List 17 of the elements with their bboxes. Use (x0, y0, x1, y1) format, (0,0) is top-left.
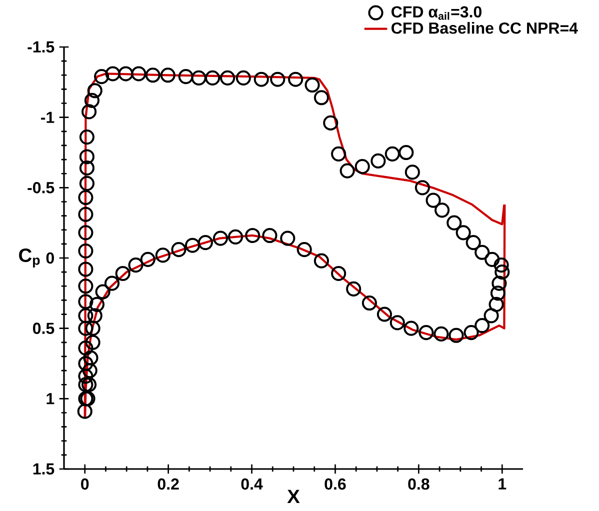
legend-label: CFD α$_{ail}$=3.0 (392, 6, 482, 20)
y-tick-label: -0.5 (28, 182, 54, 194)
x-axis-title: X (287, 490, 300, 504)
legend-label: CFD Baseline CC NPR=4 (392, 22, 578, 34)
x-tick-label: 0.8 (408, 478, 430, 490)
x-tick-label: 0.4 (241, 478, 263, 490)
x-tick-label: 0 (81, 478, 89, 490)
y-tick-label: -1 (41, 112, 54, 123)
y-tick-label: -1.5 (28, 41, 54, 53)
y-tick-label: 1 (46, 393, 54, 404)
y-tick-label: 0.5 (33, 322, 54, 334)
y-axis-title: C$_{p}$ (19, 248, 40, 268)
x-tick-label: 1 (498, 478, 506, 490)
y-tick-label: 0 (46, 252, 54, 264)
x-tick-label: 0.6 (324, 478, 346, 490)
x-tick-label: 0.2 (158, 478, 179, 490)
y-tick-label: 1.5 (33, 463, 54, 475)
